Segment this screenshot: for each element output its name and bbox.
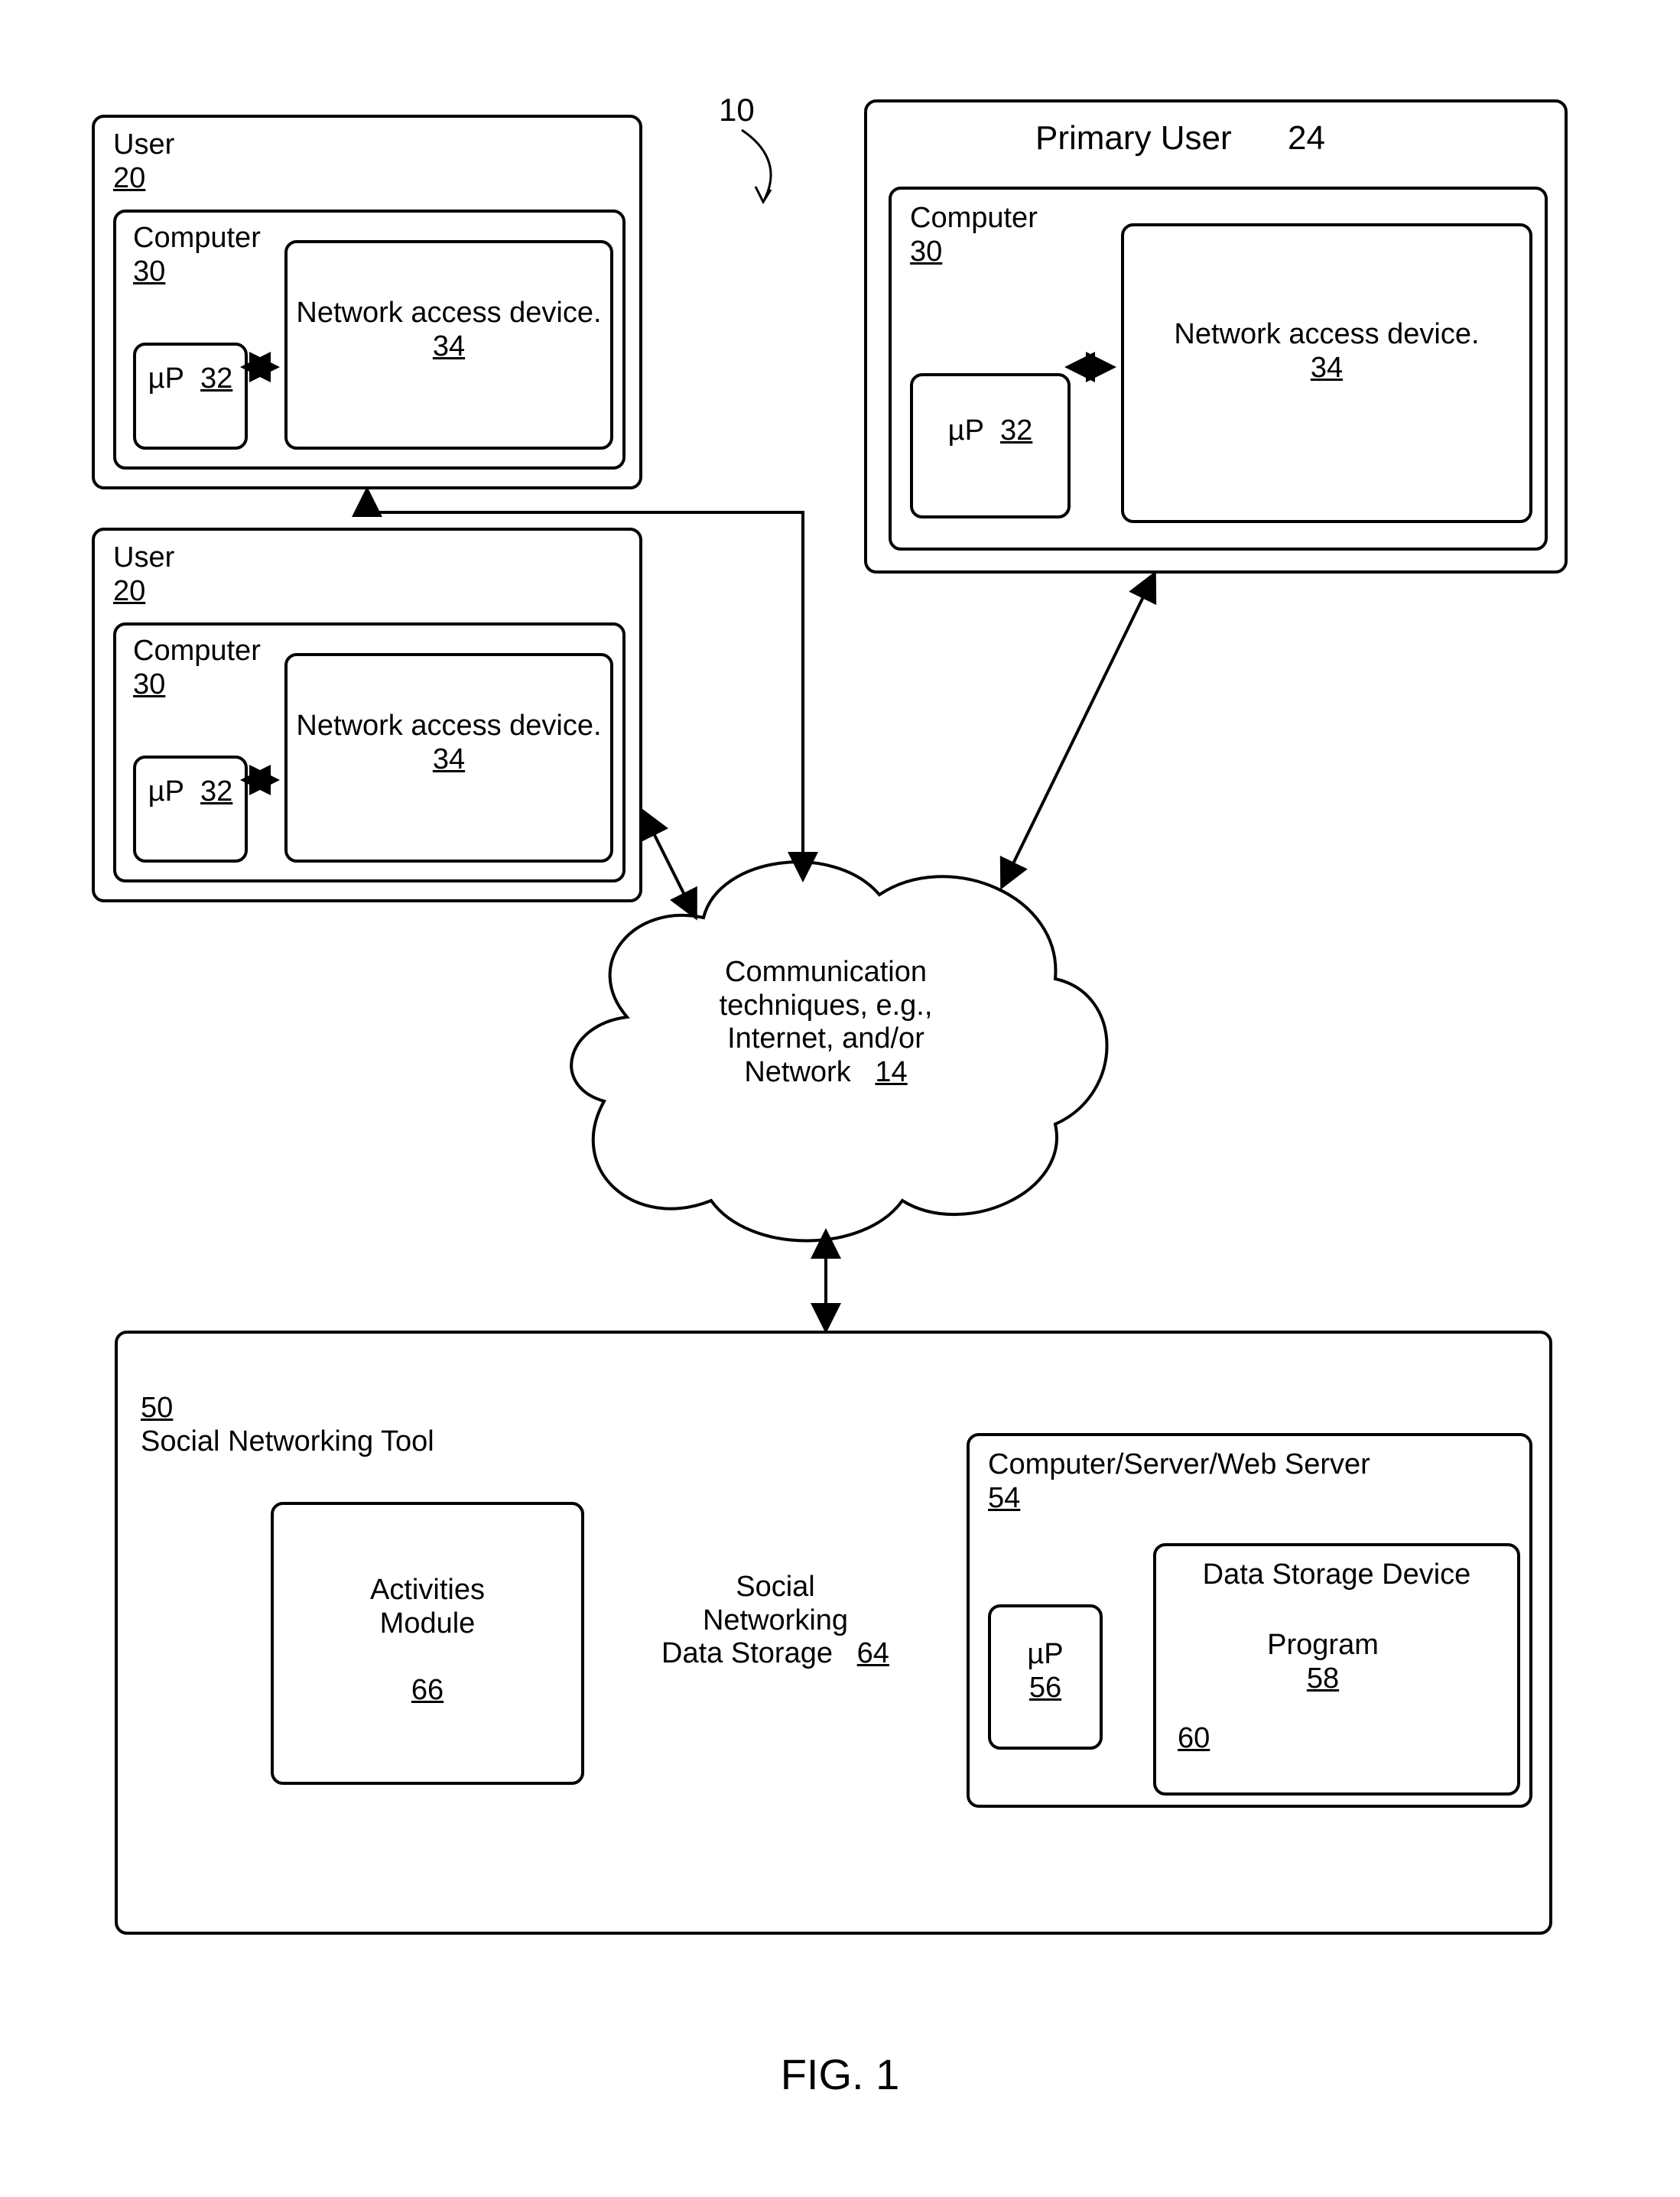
activities-box: Activities Module 66 — [271, 1502, 584, 1785]
primary-title: Primary User 24 — [1035, 119, 1325, 158]
user2-up-text: µP — [148, 775, 184, 808]
cloud-line3: Internet, and/or — [727, 1022, 924, 1055]
user2-nad-label: Network access device. 34 — [295, 710, 603, 776]
program-text: Program — [1267, 1629, 1379, 1661]
server-computer-label: Computer/Server/Web Server 54 — [988, 1448, 1370, 1515]
user2-up-label: µP 32 — [136, 775, 245, 809]
activities-label: Activities Module 66 — [274, 1574, 581, 1708]
primary-title-text: Primary User — [1035, 119, 1232, 157]
db-line3: Data Storage — [661, 1637, 833, 1669]
user1-title-num: 20 — [113, 162, 145, 194]
user2-up-num: 32 — [200, 775, 232, 808]
user2-nad-num: 34 — [433, 743, 465, 775]
dsd-num-label: 60 — [1178, 1722, 1210, 1756]
activities-num: 66 — [411, 1674, 444, 1706]
primary-up-label: µP 32 — [913, 414, 1067, 448]
server-up-label: µP 56 — [991, 1638, 1100, 1705]
primary-up-num: 32 — [1000, 414, 1032, 447]
cloud-num: 14 — [875, 1056, 907, 1088]
user1-up-text: µP — [148, 362, 184, 395]
cloud-label: Communication techniques, e.g., Internet… — [665, 956, 986, 1090]
user2-title: User 20 — [113, 541, 174, 608]
primary-computer-text: Computer — [910, 202, 1038, 234]
dsd-text: Data Storage Device — [1203, 1558, 1471, 1591]
primary-computer-label: Computer 30 — [910, 202, 1038, 268]
ref-10-num: 10 — [719, 92, 755, 128]
user2-title-num: 20 — [113, 575, 145, 607]
server-up-num: 56 — [1029, 1672, 1061, 1704]
primary-nad-label: Network access device. 34 — [1135, 318, 1519, 385]
user1-up-box: µP 32 — [133, 343, 248, 450]
user1-computer-text: Computer — [133, 222, 261, 254]
user1-computer-num: 30 — [133, 255, 165, 288]
primary-computer-box: Computer 30 µP 32 Network access device.… — [889, 187, 1548, 551]
activities-line1: Activities — [370, 1574, 485, 1606]
user1-computer-box: Computer 30 µP 32 Network access device.… — [113, 210, 626, 470]
server-computer-text: Computer/Server/Web Server — [988, 1448, 1370, 1480]
user2-nad-text: Network access device. — [296, 710, 601, 742]
activities-line2: Module — [380, 1607, 476, 1640]
user1-nad-text: Network access device. — [296, 297, 601, 329]
server-up-text: µP — [1027, 1638, 1063, 1670]
primary-title-num: 24 — [1288, 119, 1325, 157]
user2-up-box: µP 32 — [133, 756, 248, 863]
program-label: Program 58 — [1216, 1629, 1430, 1695]
user1-up-label: µP 32 — [136, 362, 245, 396]
primary-nad-num: 34 — [1311, 352, 1343, 384]
dsd-label: Data Storage Device — [1156, 1558, 1517, 1592]
ref-10: 10 — [719, 92, 755, 128]
db-label: Social Networking Data Storage 64 — [661, 1571, 890, 1671]
db-num: 64 — [857, 1637, 889, 1669]
db-line1: Social — [736, 1571, 815, 1603]
server-computer-num: 54 — [988, 1482, 1020, 1514]
server-up-box: µP 56 — [988, 1604, 1103, 1750]
user1-nad-box: Network access device. 34 — [284, 240, 613, 450]
user2-title-text: User — [113, 541, 174, 574]
db-line2: Networking — [703, 1604, 848, 1636]
user1-box: User 20 Computer 30 µP 32 Network access… — [92, 115, 642, 489]
user1-nad-label: Network access device. 34 — [295, 297, 603, 363]
user2-nad-box: Network access device. 34 — [284, 653, 613, 863]
cloud-line4: Network — [744, 1056, 850, 1088]
program-num: 58 — [1307, 1662, 1339, 1695]
cloud-line1: Communication — [725, 956, 927, 988]
primary-computer-num: 30 — [910, 236, 942, 268]
user2-computer-box: Computer 30 µP 32 Network access device.… — [113, 622, 626, 882]
user1-computer-label: Computer 30 — [133, 222, 261, 288]
user2-computer-num: 30 — [133, 668, 165, 700]
primary-nad-box: Network access device. 34 — [1121, 223, 1532, 523]
server-label: Social Networking Tool — [141, 1425, 434, 1458]
server-num: 50 — [141, 1392, 173, 1424]
user1-title-text: User — [113, 128, 174, 161]
user1-title: User 20 — [113, 128, 174, 195]
dsd-num: 60 — [1178, 1722, 1210, 1754]
figure-caption: FIG. 1 — [781, 2049, 900, 2099]
primary-up-text: µP — [948, 414, 984, 447]
user2-box: User 20 Computer 30 µP 32 Network access… — [92, 528, 642, 902]
server-title: 50 Social Networking Tool — [141, 1392, 434, 1458]
primary-box: Primary User 24 Computer 30 µP 32 Networ… — [864, 99, 1568, 574]
user2-computer-label: Computer 30 — [133, 635, 261, 701]
user1-nad-num: 34 — [433, 330, 465, 362]
user2-computer-text: Computer — [133, 635, 261, 667]
primary-nad-text: Network access device. — [1174, 318, 1479, 350]
primary-up-box: µP 32 — [910, 373, 1071, 518]
user1-up-num: 32 — [200, 362, 232, 395]
cloud-line2: techniques, e.g., — [720, 990, 933, 1022]
server-computer-box: Computer/Server/Web Server 54 µP 56 Data… — [967, 1433, 1532, 1808]
